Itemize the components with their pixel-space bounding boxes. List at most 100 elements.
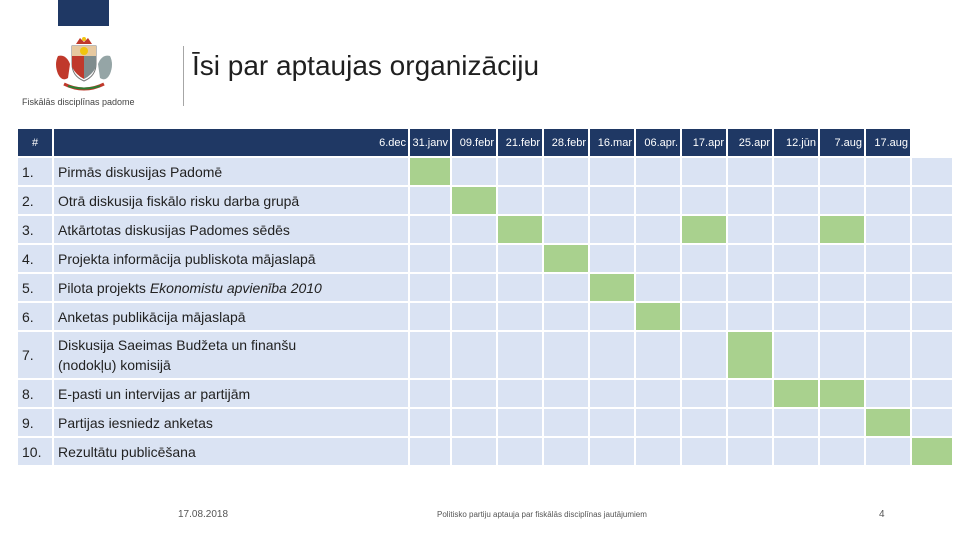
timeline-cell: [544, 332, 588, 378]
col-date-11: 17.aug: [866, 129, 910, 156]
footer-caption: Politisko partiju aptauja par fiskālās d…: [437, 510, 647, 519]
timeline-cell: [682, 187, 726, 214]
timeline-cell: [774, 274, 818, 301]
timeline-cell: [728, 303, 772, 330]
table-row: 10. Rezultātu publicēšana: [18, 438, 952, 465]
col-date-1: 31.janv: [410, 129, 450, 156]
row-number: 9.: [18, 409, 52, 436]
timeline-cell: [410, 380, 450, 407]
timeline-cell: [728, 380, 772, 407]
logo-text: Fiskālās disciplīnas padome: [22, 97, 135, 107]
col-date-5: 16.mar: [590, 129, 634, 156]
timeline-cell: [410, 216, 450, 243]
timeline-cell: [590, 303, 634, 330]
timeline-cell: [452, 380, 496, 407]
table-row: 5. Pilota projekts Ekonomistu apvienība …: [18, 274, 952, 301]
timeline-cell: [452, 216, 496, 243]
row-number: 3.: [18, 216, 52, 243]
col-date-10: 7.aug: [820, 129, 864, 156]
row-number: 6.: [18, 303, 52, 330]
timeline-cell: [912, 303, 952, 330]
timeline-cell: [544, 187, 588, 214]
timeline-cell: [912, 332, 952, 378]
timeline-cell: [774, 409, 818, 436]
timeline-cell: [452, 409, 496, 436]
row-label-italic: Ekonomistu apvienība 2010: [149, 279, 322, 296]
table-row: 9. Partijas iesniedz anketas: [18, 409, 952, 436]
timeline-cell: [590, 187, 634, 214]
timeline-cell: [866, 332, 910, 378]
timeline-cell: [682, 332, 726, 378]
table-row: 4. Projekta informācija publiskota mājas…: [18, 245, 952, 272]
table-row: 6. Anketas publikācija mājaslapā: [18, 303, 952, 330]
logo: Fiskālās disciplīnas padome: [22, 34, 146, 114]
timeline-cell: [636, 409, 680, 436]
timeline-cell: [498, 158, 542, 185]
row-label-line1: Diskusija Saeimas Budžeta un finanšu: [58, 337, 297, 353]
row-label: Rezultātu publicēšana: [54, 438, 408, 465]
timeline-cell: [544, 438, 588, 465]
timeline-cell: [820, 216, 864, 243]
timeline-cell: [820, 245, 864, 272]
timeline-cell: [728, 438, 772, 465]
row-label: Atkārtotas diskusijas Padomes sēdēs: [54, 216, 408, 243]
timeline-cell: [774, 332, 818, 378]
timeline-cell: [820, 187, 864, 214]
timeline-cell: [728, 409, 772, 436]
timeline-cell: [452, 303, 496, 330]
timeline-cell: [544, 245, 588, 272]
timeline-cell: [590, 438, 634, 465]
row-label: Pilota projekts Ekonomistu apvienība 201…: [54, 274, 408, 301]
timeline-cell: [912, 438, 952, 465]
timeline-cell: [498, 216, 542, 243]
timeline-cell: [728, 158, 772, 185]
timeline-cell: [820, 409, 864, 436]
timeline-cell: [728, 274, 772, 301]
col-date-3: 21.febr: [498, 129, 542, 156]
timeline-cell: [636, 245, 680, 272]
row-label-plain: Pilota projekts: [58, 279, 150, 296]
table-row: 7. Diskusija Saeimas Budžeta un finanšu (…: [18, 332, 952, 378]
col-date-0: 6.dec: [54, 129, 408, 156]
timeline-cell: [590, 380, 634, 407]
row-label: Partijas iesniedz anketas: [54, 409, 408, 436]
timeline-cell: [728, 187, 772, 214]
timeline-cell: [774, 303, 818, 330]
row-number: 5.: [18, 274, 52, 301]
timeline-cell: [590, 332, 634, 378]
timeline-cell: [636, 187, 680, 214]
timeline-cell: [498, 274, 542, 301]
row-label: E-pasti un intervijas ar partijām: [54, 380, 408, 407]
timeline-cell: [590, 409, 634, 436]
timeline-cell: [682, 380, 726, 407]
timeline-cell: [636, 380, 680, 407]
timeline-cell: [912, 245, 952, 272]
timeline-cell: [636, 158, 680, 185]
col-date-8: 25.apr: [728, 129, 772, 156]
timeline-cell: [820, 303, 864, 330]
timeline-cell: [820, 380, 864, 407]
timeline-cell: [544, 216, 588, 243]
timeline-cell: [866, 380, 910, 407]
timeline-cell: [636, 438, 680, 465]
timeline-cell: [498, 409, 542, 436]
gantt-table: # 6.dec 31.janv 09.febr 21.febr 28.febr …: [16, 127, 954, 467]
table-row: 8. E-pasti un intervijas ar partijām: [18, 380, 952, 407]
timeline-cell: [774, 245, 818, 272]
timeline-cell: [636, 332, 680, 378]
timeline-cell: [590, 245, 634, 272]
timeline-cell: [636, 303, 680, 330]
timeline-cell: [820, 274, 864, 301]
timeline-cell: [866, 409, 910, 436]
timeline-cell: [820, 438, 864, 465]
col-hash: #: [18, 129, 52, 156]
coat-of-arms-icon: [56, 37, 112, 91]
timeline-cell: [636, 216, 680, 243]
timeline-cell: [866, 216, 910, 243]
timeline-cell: [498, 380, 542, 407]
timeline-cell: [452, 187, 496, 214]
timeline-cell: [912, 158, 952, 185]
timeline-cell: [866, 438, 910, 465]
row-label: Otrā diskusija fiskālo risku darba grupā: [54, 187, 408, 214]
timeline-cell: [774, 216, 818, 243]
